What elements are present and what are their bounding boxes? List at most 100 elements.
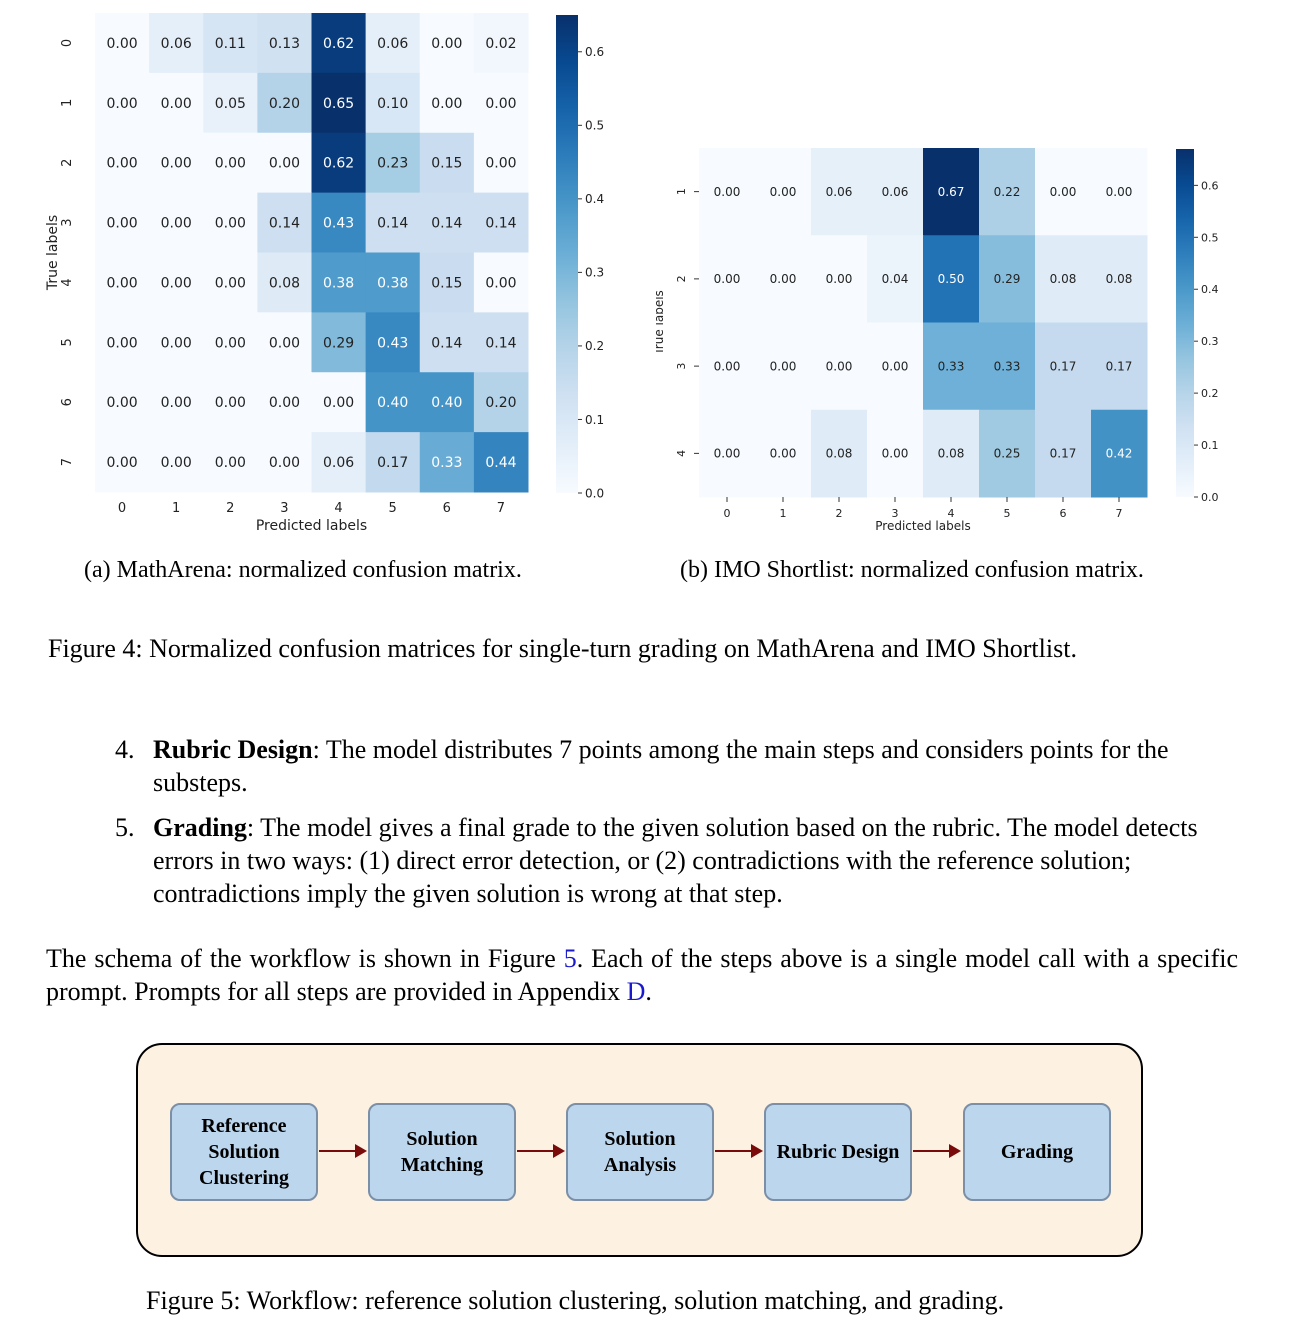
heatmap-cell [923,148,980,236]
heatmap-cell [419,312,475,373]
colorbar-tick-label: 0.3 [1201,335,1219,348]
x-tick-label: 7 [497,501,505,516]
heatmap-cell [257,252,312,313]
colorbar-tick-label: 0.0 [1201,491,1219,504]
cell-value-label: 0.00 [882,447,909,461]
colorbar [556,15,578,493]
cell-value-label: 0.00 [215,156,246,172]
appendix-d-link[interactable]: D [626,977,646,1006]
cell-value-label: 0.38 [377,275,408,291]
cell-value-label: 0.67 [938,185,965,199]
cell-value-label: 0.00 [106,216,137,232]
y-tick-label: 1 [60,99,75,107]
cell-value-label: 0.08 [1106,272,1133,286]
cell-value-label: 0.00 [826,272,853,286]
list-item: 5. Grading: The model gives a final grad… [115,811,1240,910]
heatmap-cell [923,235,980,323]
heatmap-cell [257,312,312,373]
heatmap-cell [755,235,812,323]
x-tick-label: 4 [334,501,342,516]
cell-value-label: 0.38 [323,275,354,291]
cell-value-label: 0.00 [269,395,300,411]
y-tick-label: 1 [675,188,688,195]
cell-value-label: 0.06 [323,455,354,471]
heatmap-cell [1035,235,1092,323]
cell-value-label: 0.00 [215,275,246,291]
y-tick-label: 4 [675,450,688,457]
heatmap-cell [365,252,421,313]
heatmap-cell [149,252,204,313]
cell-value-label: 0.00 [215,395,246,411]
cell-value-label: 0.40 [431,395,462,411]
colorbar-tick-label: 0.0 [585,486,604,500]
heatmap-cell [311,252,367,313]
colorbar [1176,149,1194,497]
cell-value-label: 0.00 [106,395,137,411]
heatmap-cell [923,409,980,498]
cell-value-label: 0.06 [377,36,408,52]
heatmap-cell [1035,322,1092,411]
cell-value-label: 0.00 [161,96,192,112]
subfigure-b-caption: (b) IMO Shortlist: normalized confusion … [680,557,1144,583]
heatmap-cell [419,432,475,493]
workflow-paragraph: The schema of the workflow is shown in F… [46,942,1238,1008]
x-axis-label: Predicted labels [875,519,970,533]
cell-value-label: 0.29 [994,272,1021,286]
cell-value-label: 0.00 [161,216,192,232]
heatmap-cell [473,13,529,74]
cell-value-label: 0.22 [994,185,1021,199]
y-tick-label: 3 [60,218,75,226]
colorbar-tick-label: 0.4 [585,192,604,206]
heatmap-cell [811,235,868,323]
x-tick-label: 6 [1060,507,1067,520]
cell-value-label: 0.00 [269,156,300,172]
cell-value-label: 0.14 [431,216,462,232]
heatmap-cell [311,432,367,493]
heatmap-cell [365,132,421,194]
cell-value-label: 0.00 [161,395,192,411]
heatmap-cell [755,322,812,411]
heatmap-cell [149,72,204,134]
heatmap-cell [923,322,980,411]
heatmap-cell [311,192,367,253]
cell-value-label: 0.00 [215,455,246,471]
cell-value-label: 0.00 [770,185,797,199]
heatmap-cell [257,13,312,74]
heatmap-cell [311,13,367,74]
heatmap-cell [419,372,475,433]
figure-5-link[interactable]: 5 [563,944,577,973]
heatmap-cell [473,252,529,313]
cell-value-label: 0.14 [269,216,300,232]
cell-value-label: 0.00 [106,36,137,52]
cell-value-label: 0.33 [994,359,1021,373]
heatmap-cell [755,148,812,236]
heatmap-cell [257,372,312,433]
heatmap-cell [1091,322,1148,411]
cell-value-label: 0.00 [485,275,516,291]
colorbar-tick-label: 0.5 [585,119,604,133]
workflow-box-solution-analysis: Solution Analysis [566,1103,714,1201]
cell-value-label: 0.00 [1106,185,1133,199]
heatmap-cell [95,192,150,253]
cell-value-label: 0.17 [1050,359,1077,373]
cell-value-label: 0.00 [770,272,797,286]
y-tick-label: 6 [60,398,75,406]
confusion-matrix-imo-shortlist: 0.00 0.00 0.06 0.06 0.67 0.22 0.00 0.000.00 0.00… [656,148,1219,533]
heatmap-cell [979,409,1036,498]
cell-value-label: 0.00 [431,96,462,112]
x-tick-label: 4 [948,507,955,520]
y-tick-label: 3 [675,363,688,370]
list-text: : The model gives a final grade to the g… [153,813,1198,908]
heatmap-cell [149,192,204,253]
heatmap-cell [867,148,924,236]
cell-value-label: 0.00 [1050,185,1077,199]
paragraph-text: . Each of the steps above is a single mo… [46,944,1238,1006]
cell-value-label: 0.00 [826,359,853,373]
cell-value-label: 0.62 [323,156,354,172]
cell-value-label: 0.17 [1050,447,1077,461]
heatmap-cell [473,132,529,194]
heatmap-cell [257,432,312,493]
cell-value-label: 0.43 [377,335,408,351]
y-tick-label: 4 [60,278,75,286]
heatmap-cell [811,409,868,498]
